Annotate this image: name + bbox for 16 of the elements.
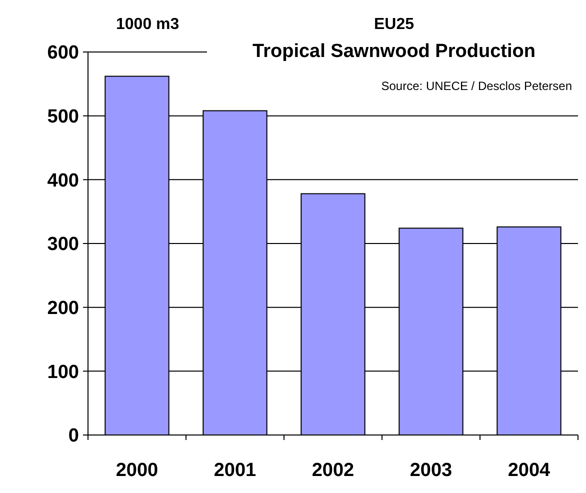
- x-tick-label: 2004: [508, 460, 551, 481]
- y-axis-title: 1000 m3: [116, 16, 180, 33]
- chart-title: EU25: [374, 16, 414, 33]
- y-tick-label: 0: [68, 426, 79, 447]
- x-tick-label: 2002: [312, 460, 354, 481]
- x-tick-label: 2000: [116, 460, 158, 481]
- y-tick-label: 600: [47, 42, 79, 64]
- y-tick-label: 400: [47, 170, 79, 192]
- y-tick-label: 500: [47, 106, 79, 128]
- y-tick-label: 100: [47, 362, 79, 383]
- x-tick-label: 2003: [410, 460, 452, 481]
- chart-subtitle: Tropical Sawnwood Production: [252, 41, 536, 62]
- y-tick-label: 200: [47, 298, 79, 319]
- annotation: Source: UNECE / Desclos Petersen: [381, 79, 572, 93]
- y-tick-label: 300: [47, 234, 79, 256]
- x-tick-label: 2001: [214, 460, 257, 481]
